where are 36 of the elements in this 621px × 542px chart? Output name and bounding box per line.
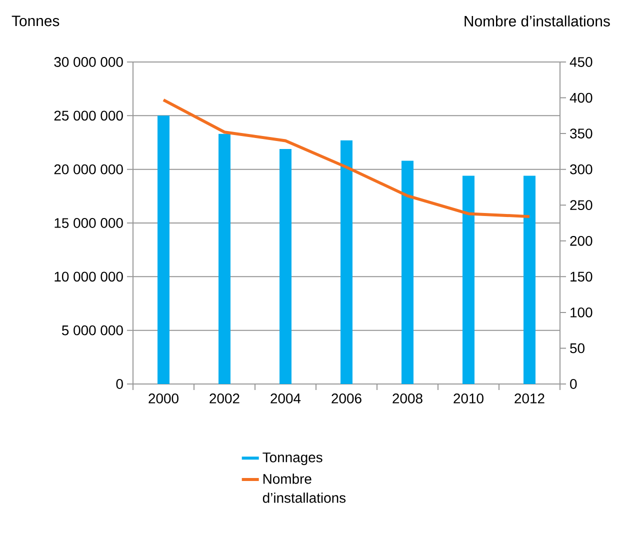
legend-label: Nombre d’installations [262, 474, 346, 503]
x-tick-label: 2012 [514, 394, 544, 404]
bar [340, 140, 352, 384]
bar [401, 160, 414, 384]
legend-label: Tonnages [262, 452, 322, 466]
y2-tick-label: 250 [570, 200, 592, 210]
x-tick-label: 2004 [270, 394, 301, 404]
y2-tick-label: 400 [570, 92, 592, 103]
y2-axis-title: Nombre d’installations [464, 16, 610, 26]
x-tick-label: 2008 [392, 394, 422, 404]
x-tick-label: 2010 [454, 394, 484, 404]
y2-tick-label: 450 [570, 57, 592, 67]
y-tick-label: 25 000 000 [54, 110, 123, 121]
bar [523, 176, 536, 384]
line-series [162, 98, 531, 218]
y2-tick-label: 50 [570, 343, 584, 354]
y-tick-label: 5 000 000 [62, 325, 123, 336]
x-tick-label: 2000 [148, 394, 178, 404]
y2-tick-label: 0 [570, 379, 577, 389]
y-tick-label: 10 000 000 [54, 272, 123, 282]
y-tick-label: 15 000 000 [54, 218, 123, 228]
y2-tick-label: 100 [570, 307, 592, 318]
y-axis-title: Tonnes [12, 16, 60, 26]
bar [158, 116, 170, 384]
y2-tick-label: 200 [570, 236, 592, 246]
y2-tick-label: 150 [570, 272, 592, 282]
y-tick-label: 30 000 000 [54, 57, 123, 67]
bar [462, 176, 474, 384]
y2-tick-label: 300 [570, 164, 592, 174]
x-tick-label: 2006 [332, 394, 362, 404]
y-tick-label: 20 000 000 [54, 164, 123, 174]
bar [280, 148, 292, 384]
bar [218, 134, 230, 384]
y2-tick-label: 350 [570, 128, 592, 138]
y-tick-label: 0 [116, 379, 123, 389]
x-tick-label: 2002 [210, 394, 240, 404]
